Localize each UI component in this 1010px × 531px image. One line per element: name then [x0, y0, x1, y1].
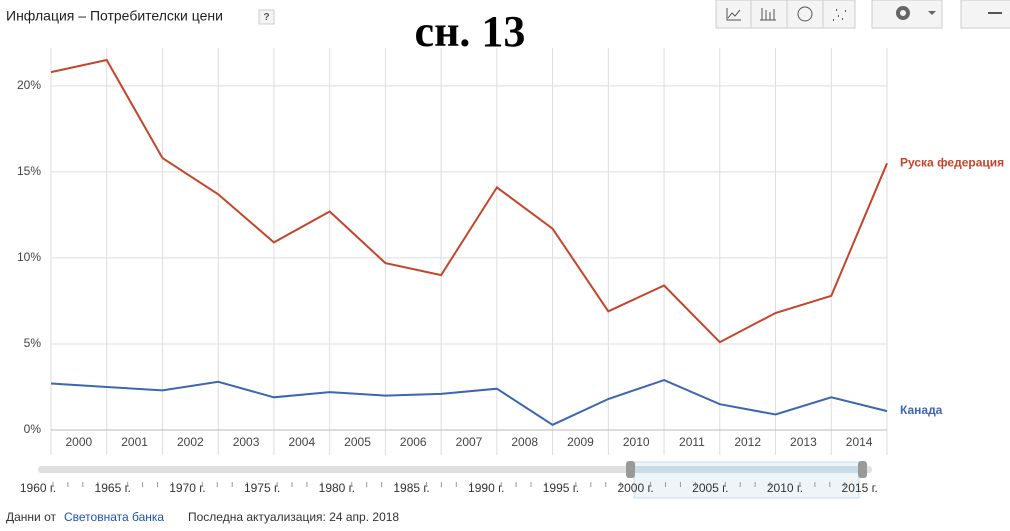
- timeline: [38, 461, 872, 499]
- icon: [726, 8, 741, 21]
- bar-chart-button[interactable]: [750, 0, 788, 29]
- x-tick-label: 2014: [846, 435, 873, 449]
- x-tick-label: 2008: [511, 435, 538, 449]
- timeline-label: 2005 г.: [692, 481, 728, 495]
- y-tick-label: 10%: [17, 250, 41, 264]
- footer-link[interactable]: Световната банка: [64, 510, 164, 524]
- x-tick-label: 2003: [233, 435, 260, 449]
- x-tick-label: 2001: [121, 435, 148, 449]
- timeline-label: 1975 г.: [244, 481, 280, 495]
- footer-updated: Последна актуализация: 24 апр. 2018: [188, 510, 399, 524]
- timeline-handle[interactable]: [858, 461, 867, 478]
- series-line: [50, 58, 888, 344]
- timeline-label: 1965 г.: [95, 481, 131, 495]
- icon: [900, 10, 906, 16]
- link-button[interactable]: [960, 0, 1010, 29]
- timeline-selected-track: [630, 466, 860, 473]
- line-chart-button[interactable]: [715, 0, 755, 29]
- y-tick-label: 5%: [24, 336, 42, 350]
- timeline-label: 1985 г.: [393, 481, 429, 495]
- x-tick-label: 2000: [66, 435, 93, 449]
- icon: [833, 9, 846, 21]
- timeline-label: 2015 г.: [842, 481, 878, 495]
- timeline-label: 1970 г.: [169, 481, 205, 495]
- x-tick-label: 2006: [400, 435, 427, 449]
- y-tick-label: 15%: [17, 164, 41, 178]
- icon: [797, 6, 813, 22]
- timeline-handle[interactable]: [626, 461, 635, 478]
- timeline-label: 1990 г.: [468, 481, 504, 495]
- y-tick-label: 20%: [17, 78, 41, 92]
- x-tick-label: 2012: [734, 435, 761, 449]
- series-line: [50, 379, 888, 426]
- x-tick-label: 2011: [679, 435, 705, 449]
- help-text: ?: [263, 12, 269, 23]
- series-label: Руска федерация: [900, 155, 1004, 169]
- x-tick-label: 2002: [177, 435, 204, 449]
- scatter-button[interactable]: [822, 0, 856, 29]
- timeline-label: 1960 г.: [20, 481, 56, 495]
- map-button[interactable]: [786, 0, 824, 29]
- icon: [760, 8, 776, 21]
- stamp: сн. 13: [415, 7, 526, 56]
- x-tick-label: 2004: [288, 435, 315, 449]
- help-button[interactable]: [258, 9, 275, 25]
- x-tick-label: 2007: [456, 435, 483, 449]
- icon: [928, 11, 936, 15]
- series-label: Канада: [900, 403, 943, 417]
- x-tick-label: 2013: [790, 435, 817, 449]
- footer-source: Данни от: [6, 510, 57, 524]
- timeline-label: 1995 г.: [543, 481, 579, 495]
- x-tick-label: 2009: [567, 435, 594, 449]
- timeline-label: 2000 г.: [617, 481, 653, 495]
- title: Инфлация – Потребителски цени: [6, 8, 223, 24]
- timeline-label: 1980 г.: [319, 481, 355, 495]
- x-tick-label: 2005: [344, 435, 371, 449]
- toolbar: [715, 0, 1010, 29]
- y-tick-label: 0%: [24, 422, 42, 436]
- timeline-label: 2010 г.: [767, 481, 803, 495]
- x-tick-label: 2010: [623, 435, 650, 449]
